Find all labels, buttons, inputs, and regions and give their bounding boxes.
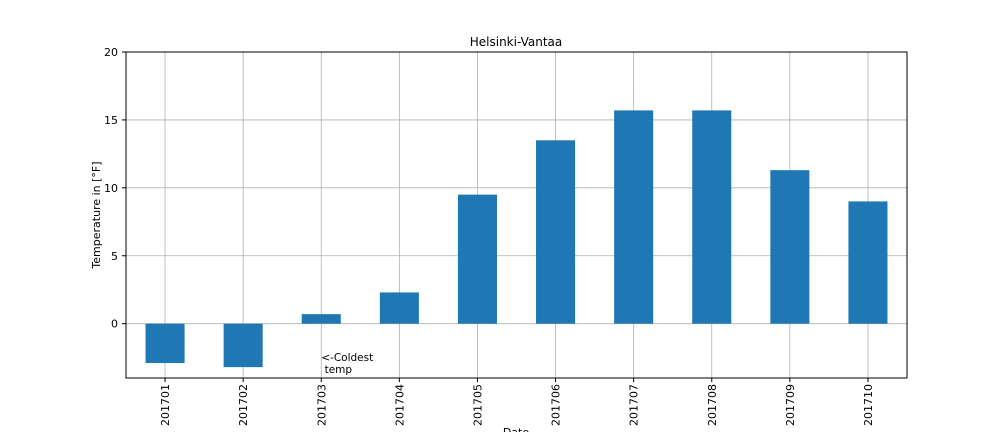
x-tick-label: 201707 <box>628 384 641 426</box>
y-tick-label: 0 <box>111 318 118 331</box>
bar <box>457 194 497 324</box>
y-tick-label: 20 <box>104 46 118 59</box>
bar <box>145 323 185 364</box>
x-tick-label: 201702 <box>237 384 250 426</box>
x-tick-label: 201704 <box>393 384 406 426</box>
bar <box>536 140 576 324</box>
x-tick-label: 201708 <box>706 384 719 426</box>
x-tick-label: 201706 <box>550 384 563 426</box>
x-tick-label: 201703 <box>315 384 328 426</box>
bar <box>301 314 341 324</box>
annotation: <-Coldest temp <box>321 352 374 376</box>
y-tick-label: 15 <box>104 114 118 127</box>
y-tick-label: 5 <box>111 250 118 263</box>
bar <box>223 323 263 368</box>
bar <box>692 110 732 324</box>
x-tick-label: 201701 <box>159 384 172 426</box>
x-tick-label: 201710 <box>862 384 875 426</box>
bar <box>614 110 654 324</box>
bar <box>379 292 419 324</box>
plot-frame <box>125 51 908 379</box>
x-tick-label: 201709 <box>784 384 797 426</box>
y-tick-label: 10 <box>104 182 118 195</box>
x-tick-label: 201705 <box>471 384 484 426</box>
x-axis-label: Date <box>503 426 530 432</box>
bar <box>848 201 888 324</box>
bar <box>770 170 810 324</box>
y-axis-label: Temperature in [°F] <box>90 161 103 269</box>
chart-title: Helsinki-Vantaa <box>470 35 563 49</box>
